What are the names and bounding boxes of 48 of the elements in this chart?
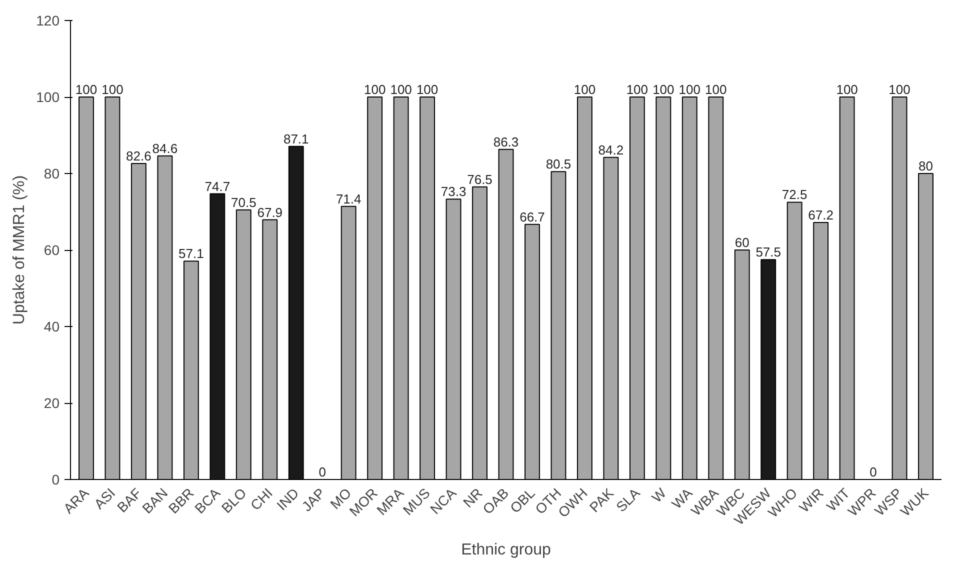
data-label: 76.5	[467, 172, 492, 187]
data-label: 72.5	[782, 187, 808, 202]
data-label: 67.2	[808, 207, 834, 222]
data-label: 100	[652, 82, 674, 97]
data-label: 100	[364, 82, 386, 97]
y-tick-label: 80	[44, 166, 60, 182]
y-axis-title: Uptake of MMR1 (%)	[11, 175, 28, 325]
data-label: 73.3	[440, 184, 466, 200]
data-label: 0	[318, 464, 326, 480]
data-label: 100	[416, 82, 438, 97]
data-label: 86.3	[493, 134, 519, 150]
data-label: 100	[102, 82, 124, 97]
x-tick-label: CHI	[247, 484, 276, 514]
data-label: 80.5	[546, 156, 572, 172]
data-label: 100	[705, 82, 727, 97]
y-tick-label: 60	[44, 242, 60, 258]
y-tick-label: 40	[44, 318, 60, 334]
data-label: 87.1	[283, 131, 309, 146]
data-label: 100	[75, 82, 98, 97]
data-label: 57.5	[756, 244, 782, 260]
data-label: 74.7	[204, 178, 230, 194]
data-label: 84.6	[152, 140, 178, 156]
y-tick-label: 0	[52, 472, 60, 488]
data-label: 100	[678, 82, 701, 97]
data-label: 100	[626, 82, 648, 97]
data-label: 67.9	[257, 204, 283, 220]
data-label: 71.4	[336, 191, 362, 206]
data-label: 70.5	[231, 194, 256, 210]
data-label: 66.7	[520, 209, 545, 224]
x-tick-label: ASI	[90, 484, 118, 512]
y-tick-label: 20	[44, 395, 60, 411]
y-tick-label: 120	[36, 12, 60, 28]
x-tick-label: W	[648, 484, 670, 506]
data-label: 60	[734, 235, 750, 250]
data-label: 82.6	[126, 148, 152, 164]
data-label: 100	[888, 82, 910, 97]
x-tick-label: NR	[460, 484, 486, 510]
data-label: 100	[390, 82, 412, 97]
y-tick-label: 100	[36, 89, 60, 105]
data-label: 0	[870, 464, 877, 480]
data-label: 84.2	[598, 142, 624, 158]
data-label: 80	[918, 158, 933, 174]
x-tick-label: WIR	[796, 484, 826, 516]
x-tick-label: SLA	[612, 484, 644, 515]
data-label: 100	[836, 82, 858, 97]
data-label: 57.1	[178, 246, 204, 262]
data-label: 100	[574, 82, 596, 97]
x-axis-title: Ethnic group	[461, 542, 552, 559]
